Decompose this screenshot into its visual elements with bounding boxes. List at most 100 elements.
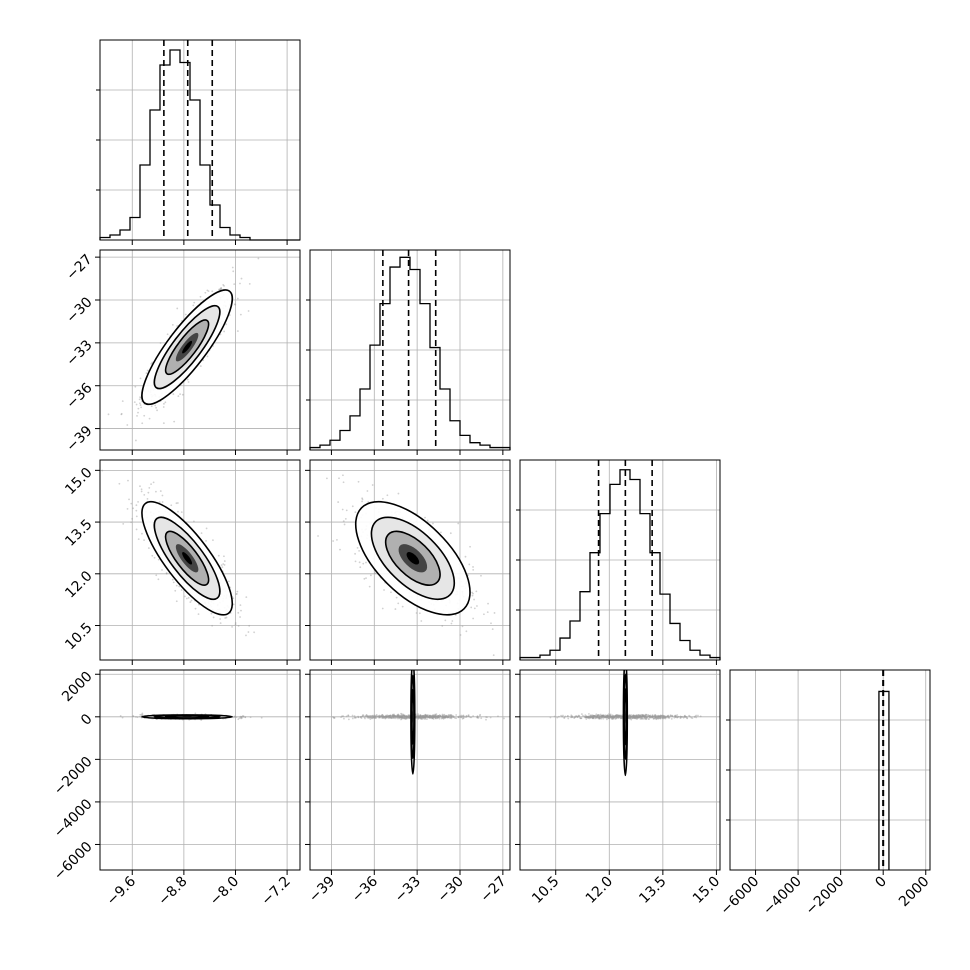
sample-point bbox=[389, 714, 392, 717]
sample-point bbox=[632, 717, 635, 719]
sample-point bbox=[212, 539, 214, 542]
sample-point bbox=[632, 715, 635, 718]
sample-point bbox=[221, 566, 224, 569]
sample-point bbox=[164, 401, 167, 404]
sample-point bbox=[379, 716, 382, 718]
sample-point bbox=[438, 716, 441, 718]
sample-point bbox=[444, 717, 447, 719]
sample-point bbox=[150, 483, 152, 486]
sample-point bbox=[395, 716, 397, 718]
sample-point bbox=[598, 717, 601, 720]
sample-point bbox=[640, 717, 643, 719]
sample-point bbox=[446, 716, 449, 719]
sample-point bbox=[426, 716, 429, 718]
sample-point bbox=[385, 715, 388, 718]
sample-point bbox=[383, 589, 385, 591]
sample-point bbox=[178, 585, 181, 588]
sample-point bbox=[147, 547, 150, 549]
sample-point bbox=[403, 717, 406, 720]
sample-point bbox=[419, 716, 422, 719]
sample-point bbox=[608, 717, 610, 719]
sample-point bbox=[428, 715, 431, 718]
sample-point bbox=[232, 603, 235, 606]
sample-point bbox=[591, 714, 594, 717]
sample-point bbox=[460, 716, 463, 718]
sample-point bbox=[697, 714, 699, 717]
sample-point bbox=[666, 715, 669, 718]
sample-point bbox=[643, 718, 645, 720]
sample-point bbox=[361, 500, 363, 503]
sample-point bbox=[609, 713, 612, 716]
sample-point bbox=[633, 716, 636, 719]
sample-point bbox=[633, 716, 636, 719]
sample-point bbox=[613, 715, 615, 718]
sample-point bbox=[419, 715, 422, 718]
sample-point bbox=[639, 714, 642, 717]
sample-point bbox=[431, 715, 434, 717]
sample-point bbox=[470, 606, 473, 609]
sample-point bbox=[146, 497, 149, 500]
sample-point bbox=[577, 714, 580, 717]
sample-point bbox=[336, 538, 338, 541]
sample-point bbox=[614, 714, 617, 717]
sample-point bbox=[333, 716, 335, 719]
sample-point bbox=[421, 715, 424, 718]
sample-point bbox=[181, 393, 184, 396]
sample-point bbox=[613, 716, 616, 719]
sample-point bbox=[479, 713, 482, 716]
sample-point bbox=[426, 715, 429, 718]
sample-point bbox=[422, 715, 425, 718]
sample-point bbox=[397, 714, 399, 717]
sample-point bbox=[391, 716, 394, 719]
sample-point bbox=[662, 715, 664, 718]
sample-point bbox=[641, 715, 643, 718]
sample-point bbox=[612, 715, 614, 718]
sample-point bbox=[375, 717, 377, 720]
sample-point bbox=[133, 401, 136, 403]
sample-point bbox=[462, 717, 465, 719]
sample-point bbox=[369, 714, 371, 717]
sample-point bbox=[394, 716, 397, 719]
sample-point bbox=[597, 716, 600, 718]
sample-point bbox=[177, 510, 179, 513]
sample-point bbox=[388, 715, 391, 717]
sample-point bbox=[464, 715, 466, 718]
y-tick-label: 2000 bbox=[59, 669, 96, 706]
sample-point bbox=[401, 714, 404, 717]
sample-point bbox=[643, 714, 645, 717]
sample-point bbox=[397, 717, 399, 720]
sample-point bbox=[503, 717, 505, 720]
sample-point bbox=[607, 716, 610, 719]
sample-point bbox=[612, 716, 615, 718]
sample-point bbox=[615, 715, 618, 718]
sample-point bbox=[425, 718, 428, 720]
sample-point bbox=[649, 715, 652, 718]
sample-point bbox=[384, 715, 387, 718]
sample-point bbox=[472, 592, 474, 595]
sample-point bbox=[635, 715, 638, 718]
sample-point bbox=[564, 715, 567, 718]
sample-point bbox=[429, 715, 432, 718]
x-tick-label: −6000 bbox=[718, 874, 763, 919]
sample-point bbox=[405, 715, 408, 718]
sample-point bbox=[442, 716, 445, 719]
sample-point bbox=[373, 714, 376, 717]
sample-point bbox=[609, 716, 612, 718]
sample-point bbox=[436, 716, 439, 719]
sample-point bbox=[644, 716, 647, 719]
sample-point bbox=[377, 715, 380, 717]
sample-point bbox=[379, 715, 382, 718]
sample-point bbox=[454, 717, 456, 719]
sample-point bbox=[140, 713, 143, 716]
sample-point bbox=[381, 716, 384, 719]
sample-point bbox=[655, 717, 658, 719]
sample-point bbox=[424, 713, 427, 716]
sample-point bbox=[443, 717, 446, 719]
x-tick-label: −8.8 bbox=[155, 874, 190, 909]
sample-point bbox=[574, 716, 577, 719]
sample-point bbox=[374, 716, 376, 719]
sample-point bbox=[689, 715, 691, 718]
sample-point bbox=[669, 715, 671, 718]
sample-point bbox=[574, 715, 577, 718]
sample-point bbox=[438, 717, 441, 720]
